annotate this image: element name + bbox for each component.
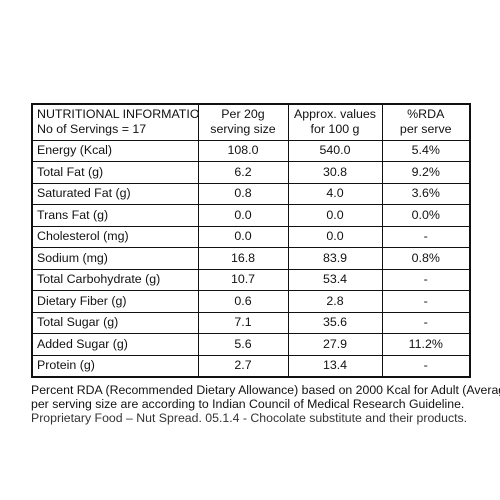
per-serving-value: 0.0 xyxy=(197,204,289,227)
nutrient-name: Total Carbohydrate (g) xyxy=(31,268,199,291)
header-per-serving-line2: serving size xyxy=(210,122,276,137)
nutrient-name: Cholesterol (mg) xyxy=(31,225,199,248)
rda-value: 3.6% xyxy=(381,182,471,205)
per-serving-value: 108.0 xyxy=(197,139,289,162)
per-100g-value: 4.0 xyxy=(287,182,383,205)
per-100g-value: 0.0 xyxy=(287,225,383,248)
rda-value: 0.8% xyxy=(381,247,471,270)
header-rda-line1: %RDA xyxy=(407,107,445,122)
header-servings-count: No of Servings = 17 xyxy=(37,122,147,137)
food-category-note: Proprietary Food – Nut Spread. 05.1.4 - … xyxy=(31,410,468,425)
rda-note-line2: per serving size are according to Indian… xyxy=(31,396,465,411)
nutrient-name: Dietary Fiber (g) xyxy=(31,290,199,313)
nutrition-label: NUTRITIONAL INFORMATION No of Servings =… xyxy=(31,103,500,425)
nutrient-name: Sodium (mg) xyxy=(31,247,199,270)
per-serving-value: 0.0 xyxy=(197,225,289,248)
per-serving-value: 0.8 xyxy=(197,182,289,205)
header-per-serving-line1: Per 20g xyxy=(221,107,265,122)
table-row: Cholesterol (mg) 0.0 0.0 - xyxy=(31,225,471,248)
header-title: NUTRITIONAL INFORMATION xyxy=(37,107,198,122)
header-per-100g: Approx. values for 100 g xyxy=(287,103,383,141)
header-nutritional-information: NUTRITIONAL INFORMATION No of Servings =… xyxy=(31,103,199,141)
rda-note-line1: Percent RDA (Recommended Dietary Allowan… xyxy=(31,382,500,397)
rda-value: - xyxy=(381,225,471,248)
nutrient-name: Total Sugar (g) xyxy=(31,311,199,334)
table-row: Energy (Kcal) 108.0 540.0 5.4% xyxy=(31,139,471,162)
per-100g-value: 0.0 xyxy=(287,204,383,227)
per-100g-value: 27.9 xyxy=(287,333,383,356)
nutrient-name: Energy (Kcal) xyxy=(31,139,199,162)
table-row: Total Sugar (g) 7.1 35.6 - xyxy=(31,311,471,334)
per-100g-value: 2.8 xyxy=(287,290,383,313)
nutrient-name: Added Sugar (g) xyxy=(31,333,199,356)
per-100g-value: 30.8 xyxy=(287,161,383,184)
per-100g-value: 540.0 xyxy=(287,139,383,162)
per-serving-value: 2.7 xyxy=(197,354,289,377)
nutrient-name: Protein (g) xyxy=(31,354,199,377)
rda-value: 9.2% xyxy=(381,161,471,184)
table-header-row: NUTRITIONAL INFORMATION No of Servings =… xyxy=(31,103,471,141)
rda-value: 11.2% xyxy=(381,333,471,356)
header-rda: %RDA per serve xyxy=(381,103,471,141)
rda-value: 5.4% xyxy=(381,139,471,162)
per-serving-value: 6.2 xyxy=(197,161,289,184)
per-serving-value: 5.6 xyxy=(197,333,289,356)
table-row: Sodium (mg) 16.8 83.9 0.8% xyxy=(31,247,471,270)
per-100g-value: 35.6 xyxy=(287,311,383,334)
header-per-serving: Per 20g serving size xyxy=(197,103,289,141)
nutrition-table: NUTRITIONAL INFORMATION No of Servings =… xyxy=(31,103,471,378)
per-serving-value: 10.7 xyxy=(197,268,289,291)
footnotes: Percent RDA (Recommended Dietary Allowan… xyxy=(31,382,500,425)
table-row: Protein (g) 2.7 13.4 - xyxy=(31,354,471,377)
rda-value: - xyxy=(381,311,471,334)
nutrient-name: Saturated Fat (g) xyxy=(31,182,199,205)
table-row: Total Carbohydrate (g) 10.7 53.4 - xyxy=(31,268,471,291)
rda-value: - xyxy=(381,290,471,313)
per-serving-value: 0.6 xyxy=(197,290,289,313)
per-100g-value: 83.9 xyxy=(287,247,383,270)
header-per-100g-line2: for 100 g xyxy=(310,122,360,137)
rda-value: 0.0% xyxy=(381,204,471,227)
table-row: Trans Fat (g) 0.0 0.0 0.0% xyxy=(31,204,471,227)
per-100g-value: 13.4 xyxy=(287,354,383,377)
table-row: Saturated Fat (g) 0.8 4.0 3.6% xyxy=(31,182,471,205)
per-serving-value: 7.1 xyxy=(197,311,289,334)
table-row: Total Fat (g) 6.2 30.8 9.2% xyxy=(31,161,471,184)
per-serving-value: 16.8 xyxy=(197,247,289,270)
nutrient-name: Trans Fat (g) xyxy=(31,204,199,227)
table-row: Dietary Fiber (g) 0.6 2.8 - xyxy=(31,290,471,313)
nutrient-name: Total Fat (g) xyxy=(31,161,199,184)
rda-value: - xyxy=(381,354,471,377)
header-rda-line2: per serve xyxy=(399,122,452,137)
header-per-100g-line1: Approx. values xyxy=(294,107,376,122)
table-row: Added Sugar (g) 5.6 27.9 11.2% xyxy=(31,333,471,356)
rda-value: - xyxy=(381,268,471,291)
per-100g-value: 53.4 xyxy=(287,268,383,291)
